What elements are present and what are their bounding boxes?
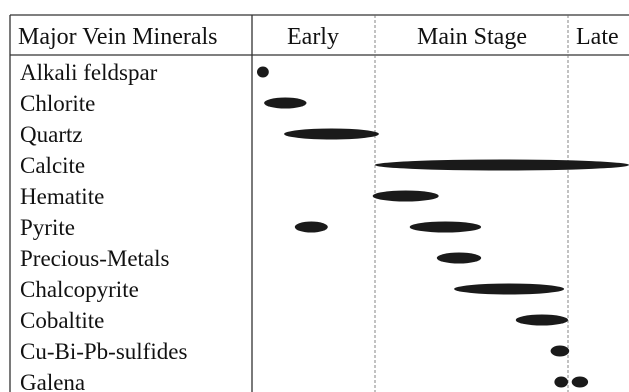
mineral-occurrence-bar — [284, 128, 379, 140]
mineral-label: Galena — [20, 370, 85, 392]
mineral-label: Chlorite — [20, 91, 95, 116]
stage-header-late: Late — [576, 24, 619, 50]
mineral-occurrence-bar — [515, 314, 569, 326]
mineral-occurrence-bar — [409, 221, 482, 233]
mineral-occurrence-bar — [554, 376, 568, 388]
mineral-occurrence-bar — [571, 376, 589, 388]
mineral-rows: Alkali feldspar Chlorite Quartz Calcite Hema… — [20, 60, 629, 392]
mineral-label: Quartz — [20, 122, 83, 147]
mineral-label: Cu-Bi-Pb-sulfides — [20, 339, 187, 364]
mineral-occurrence-bar — [375, 159, 629, 171]
mineral-occurrence-bar — [454, 283, 565, 295]
mineral-label: Hematite — [20, 184, 104, 209]
mineral-occurrence-bar — [550, 345, 570, 357]
mineral-occurrence-bar — [257, 66, 269, 78]
mineral-label: Alkali feldspar — [20, 60, 158, 85]
mineral-occurrence-bar — [294, 221, 328, 233]
mineral-occurrence-bar — [436, 252, 482, 264]
mineral-occurrence-bar — [372, 190, 439, 202]
stage-header-main: Main Stage — [417, 24, 527, 50]
minerals-column-header: Major Vein Minerals — [18, 24, 218, 50]
mineral-label: Precious-Metals — [20, 246, 170, 271]
mineral-occurrence-bar — [264, 97, 307, 109]
mineral-label: Calcite — [20, 153, 85, 178]
mineral-label: Cobaltite — [20, 308, 104, 333]
mineral-label: Chalcopyrite — [20, 277, 139, 302]
mineral-label: Pyrite — [20, 215, 75, 240]
stage-header-early: Early — [287, 24, 339, 50]
